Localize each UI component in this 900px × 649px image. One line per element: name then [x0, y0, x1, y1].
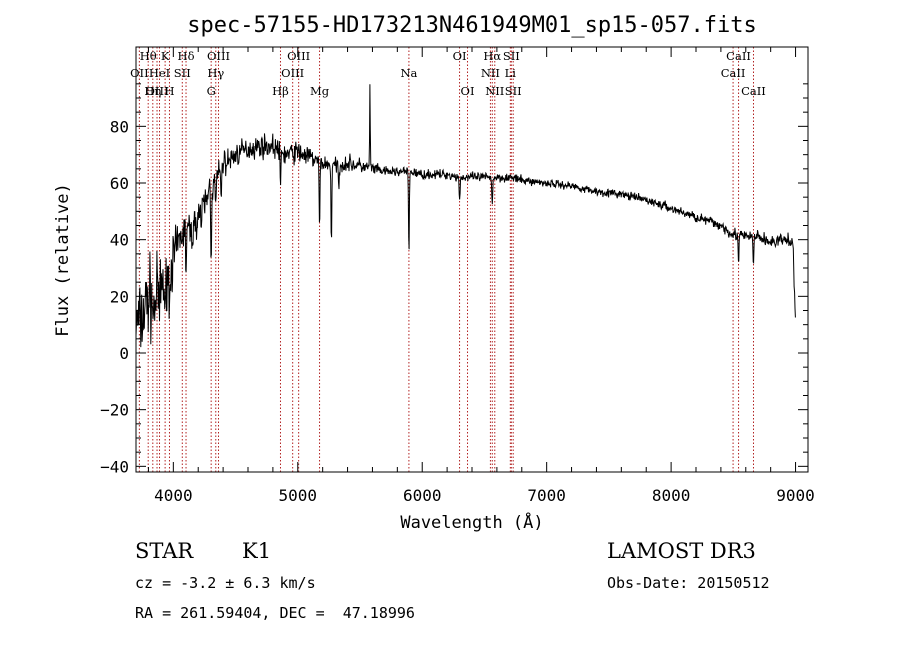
- object-subclass: K1: [242, 539, 272, 563]
- spectral-line-label: G: [207, 84, 216, 98]
- spectral-line-label: OIII: [145, 84, 168, 98]
- spectral-line-label: Hα: [483, 49, 501, 63]
- y-tick-label: −40: [100, 457, 129, 476]
- spectral-line-label: Li: [505, 66, 517, 80]
- ra-dec: RA = 261.59404, DEC = 47.18996: [135, 604, 415, 622]
- y-tick-label: 20: [110, 287, 129, 306]
- y-tick-label: −20: [100, 401, 129, 420]
- x-tick-label: 6000: [403, 486, 442, 505]
- axis-ticks: 4000 5000 6000 7000 8000 9000 −40 −20 0 20 40 60 80: [100, 47, 815, 505]
- y-tick-label: 0: [119, 344, 129, 363]
- x-tick-label: 8000: [652, 486, 691, 505]
- spectrum-chart: spec-57155-HD173213N461949M01_sp15-057.f…: [53, 13, 815, 533]
- spectral-line-label: K: [161, 49, 170, 63]
- plot-frame: [135, 46, 809, 473]
- spectral-line-label: OIII: [287, 49, 310, 63]
- y-tick-label: 60: [110, 174, 129, 193]
- y-tick-label: 40: [110, 231, 129, 250]
- spectral-line-label: OII: [130, 66, 149, 80]
- spectral-line-label: Hβ: [272, 84, 289, 98]
- x-tick-label: 9000: [776, 486, 815, 505]
- spectral-line-label: HeI: [149, 66, 170, 80]
- chart-title: spec-57155-HD173213N461949M01_sp15-057.f…: [187, 13, 757, 38]
- spectral-line-label: Hη: [144, 84, 161, 98]
- spectral-line-label: Mg: [310, 84, 330, 98]
- spectral-line-label: SII: [503, 49, 520, 63]
- x-axis-label: Wavelength (Å): [400, 511, 543, 533]
- x-tick-label: 7000: [527, 486, 566, 505]
- y-axis-label: Flux (relative): [53, 183, 73, 337]
- object-type: STAR: [135, 539, 194, 563]
- spectrum-series: [135, 84, 796, 348]
- spectral-line-label: CaII: [726, 49, 751, 63]
- x-tick-label: 4000: [154, 486, 193, 505]
- survey-name: LAMOST DR3: [607, 539, 756, 563]
- spectrum-line: [135, 84, 796, 348]
- spectral-line-label: H: [164, 84, 174, 98]
- spectral-line-label: OIII: [207, 49, 230, 63]
- spectral-line-label: Hδ: [178, 49, 195, 63]
- spectral-line-label: OIII: [281, 66, 304, 80]
- spectral-line-markers: [138, 47, 754, 472]
- spectral-line-label: SII: [174, 66, 191, 80]
- spectral-line-label: Hγ: [207, 66, 224, 80]
- y-tick-label: 80: [110, 117, 129, 136]
- x-tick-label: 5000: [279, 486, 318, 505]
- obs-date: Obs-Date: 20150512: [607, 574, 770, 592]
- spectral-line-label: NII: [485, 84, 504, 98]
- spectral-line-label: CaII: [741, 84, 766, 98]
- spectral-line-label: OI: [453, 49, 467, 63]
- redshift-cz: cz = -3.2 ± 6.3 km/s: [135, 574, 316, 592]
- spectral-line-label: SII: [505, 84, 522, 98]
- spectral-line-label: CaII: [721, 66, 746, 80]
- spectral-line-label: Hθ: [140, 49, 157, 63]
- spectral-line-label: Na: [400, 66, 417, 80]
- spectral-line-label: NII: [481, 66, 500, 80]
- spectral-line-label: OI: [461, 84, 475, 98]
